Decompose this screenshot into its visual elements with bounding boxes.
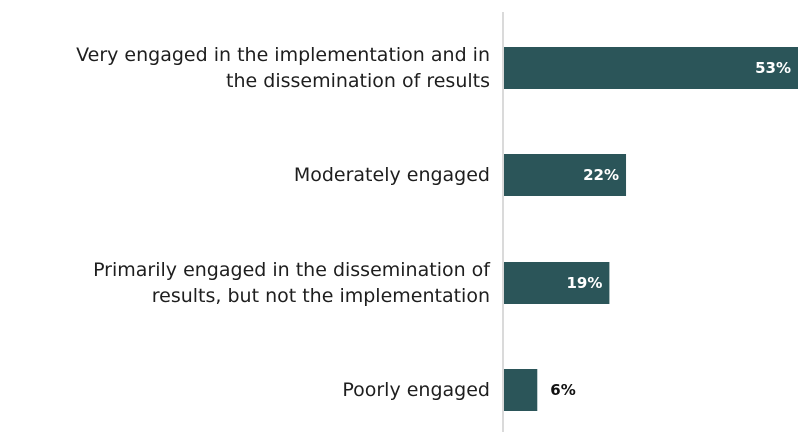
bar-2	[504, 154, 627, 196]
value-label-4: 6%	[550, 381, 575, 399]
value-labels: 53% 22% 19% 6%	[550, 59, 791, 399]
category-labels: Very engaged in the implementation and i…	[76, 44, 491, 401]
category-label-4: Poorly engaged	[342, 379, 490, 401]
bar-4	[504, 369, 538, 411]
bars	[504, 47, 798, 411]
value-label-1: 53%	[755, 59, 791, 77]
bar-1	[504, 47, 798, 89]
category-label-1: Very engaged in the implementation and i…	[76, 44, 490, 92]
bar-3	[504, 262, 610, 304]
value-label-2: 22%	[583, 166, 619, 184]
value-label-3: 19%	[566, 274, 602, 292]
category-label-3: Primarily engaged in the dissemination o…	[93, 259, 491, 307]
category-label-2: Moderately engaged	[294, 164, 490, 186]
